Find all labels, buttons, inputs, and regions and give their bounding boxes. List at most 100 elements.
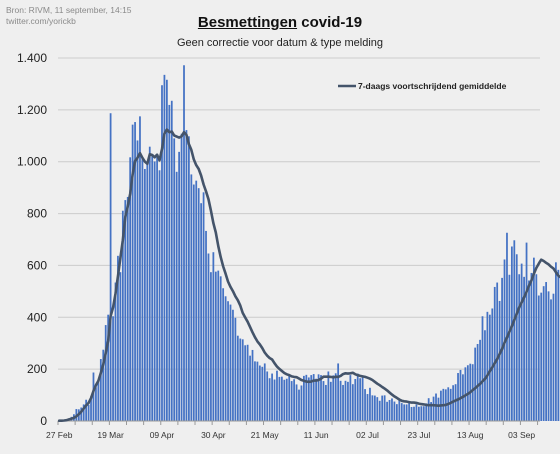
daily-bar [188, 136, 190, 421]
daily-bar [513, 240, 516, 421]
y-tick-label: 800 [27, 207, 47, 221]
daily-bar [342, 384, 344, 421]
daily-bar [354, 378, 357, 421]
y-tick-label: 400 [27, 310, 47, 324]
daily-bar [347, 381, 349, 421]
y-tick-label: 1.000 [17, 155, 47, 169]
daily-bar [214, 271, 217, 421]
daily-bar [349, 375, 352, 421]
daily-bar [393, 401, 396, 421]
daily-bar [163, 74, 166, 421]
daily-bar [430, 402, 433, 421]
daily-bar [356, 373, 359, 421]
y-tick-label: 1.400 [17, 51, 47, 65]
daily-bar [278, 376, 281, 421]
daily-bar [234, 317, 237, 421]
daily-bar [413, 406, 415, 421]
daily-bar [229, 304, 232, 421]
daily-bar [422, 406, 425, 421]
daily-bar [222, 288, 225, 421]
daily-bar [540, 292, 543, 421]
daily-bar [131, 124, 134, 422]
x-tick-label: 27 Feb [46, 430, 73, 440]
chart-title: Besmettingen covid-19 [0, 14, 560, 31]
daily-bar [437, 397, 440, 421]
daily-bar [320, 375, 322, 421]
daily-bar [537, 295, 540, 421]
daily-bar [143, 168, 146, 421]
daily-bar [80, 407, 83, 421]
daily-bar [334, 373, 337, 421]
daily-bar [280, 376, 283, 421]
chart-title-underlined: Besmettingen [197, 14, 298, 31]
daily-bar [528, 280, 530, 421]
daily-bar [459, 369, 462, 421]
daily-bar [327, 371, 330, 421]
daily-bar [476, 343, 479, 421]
daily-bar [425, 403, 428, 421]
daily-bar [373, 395, 376, 421]
daily-bar [493, 286, 496, 421]
daily-bar [124, 200, 127, 421]
y-tick-label: 200 [27, 362, 47, 376]
daily-bar [244, 345, 247, 421]
daily-bar [325, 384, 327, 421]
daily-bar [90, 396, 92, 421]
daily-bar [351, 384, 354, 421]
daily-bar [210, 272, 212, 421]
daily-bar [398, 400, 401, 421]
daily-bar [552, 293, 555, 421]
daily-bar [359, 378, 362, 421]
daily-bar [87, 404, 90, 421]
moving-average-line [57, 128, 560, 423]
daily-bar [192, 184, 195, 421]
daily-bar [156, 154, 158, 422]
daily-bar [312, 374, 315, 421]
daily-bar [486, 311, 489, 421]
x-tick-label: 09 Apr [150, 430, 175, 440]
daily-bar [383, 395, 386, 421]
daily-bar [161, 85, 163, 421]
daily-bar [391, 398, 393, 421]
y-axis: 0 200 400 600 800 1.000 1.200 1.400 [17, 51, 47, 428]
daily-bar [293, 379, 295, 421]
daily-bar [112, 316, 114, 421]
daily-bar [415, 404, 418, 421]
daily-bar [170, 100, 173, 422]
daily-bar [371, 395, 374, 421]
daily-bar [307, 377, 310, 421]
x-tick-label: 02 Jul [356, 430, 379, 440]
daily-bar [139, 116, 141, 421]
daily-bar [117, 255, 119, 421]
daily-bar [547, 291, 550, 421]
daily-bar [488, 314, 491, 421]
legend: 7-daags voortschrijdend gemiddelde [338, 81, 507, 91]
daily-bar [520, 263, 523, 421]
daily-bar [119, 272, 122, 421]
daily-bar [104, 325, 107, 421]
daily-bar [82, 404, 85, 421]
daily-bar [329, 381, 332, 421]
y-tick-label: 600 [27, 258, 47, 272]
daily-bar [525, 242, 528, 421]
daily-bar [136, 140, 139, 421]
daily-bar [276, 370, 278, 421]
daily-bar [153, 161, 156, 421]
daily-bar [236, 335, 239, 421]
daily-bar [102, 349, 105, 421]
daily-bar [535, 274, 538, 421]
daily-bar [288, 374, 291, 421]
daily-bar [523, 276, 525, 421]
x-axis: 27 Feb 19 Mar 09 Apr 30 Apr 21 May 11 Jun 02 J… [46, 420, 540, 440]
daily-bar [378, 400, 381, 421]
daily-bar [508, 274, 511, 421]
daily-bar [474, 347, 477, 421]
daily-bar [496, 282, 499, 421]
daily-bar [298, 389, 300, 421]
daily-bar [126, 196, 129, 421]
daily-bar [195, 180, 198, 421]
daily-bar [481, 316, 484, 421]
daily-bar [146, 162, 149, 422]
daily-bar [249, 355, 251, 421]
daily-bar [99, 359, 102, 421]
